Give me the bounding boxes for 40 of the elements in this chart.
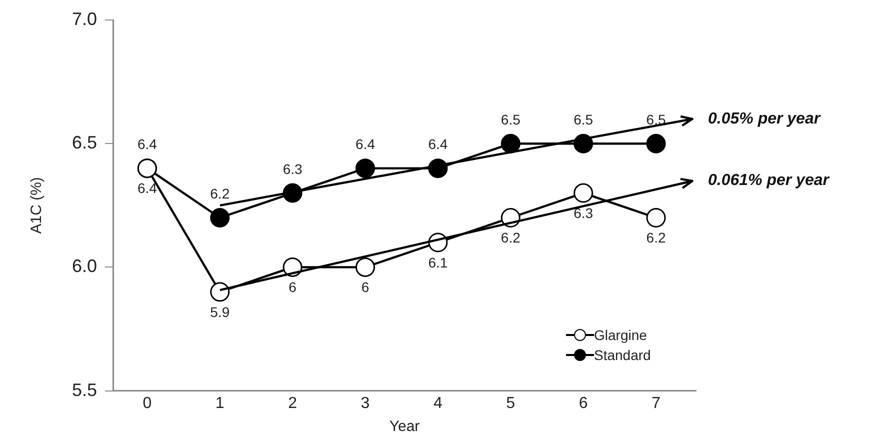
y-tick-label: 7.0: [72, 8, 98, 29]
point: [210, 282, 230, 302]
legend-label: Glargine: [594, 326, 647, 343]
data-label: 6.1: [428, 254, 448, 270]
data-label: 6.3: [574, 204, 594, 221]
data-label: 6: [361, 279, 370, 296]
point: [646, 134, 666, 154]
x-tick-label: 6: [578, 394, 588, 412]
x-tick-label: 7: [652, 394, 661, 412]
x-tick-label: 2: [288, 394, 298, 412]
x-tick-label: 3: [360, 394, 370, 412]
data-label: 6.4: [428, 136, 448, 152]
data-label: 6.2: [210, 186, 230, 202]
point: [210, 208, 230, 228]
y-tick-label: 6.5: [72, 132, 98, 153]
data-label: 6.4: [137, 136, 158, 152]
point: [500, 134, 520, 154]
x-tick-label: 0: [142, 394, 152, 412]
x-tick-label: 5: [506, 394, 516, 412]
data-label: 6.2: [646, 230, 666, 246]
point: [574, 183, 594, 203]
data-label: 5.9: [210, 304, 230, 320]
data-label: 6.5: [574, 111, 594, 128]
point: [356, 158, 376, 178]
text: 0.061% per year: [708, 172, 830, 189]
data-label: 6: [288, 279, 297, 296]
data-label: 6.5: [500, 111, 521, 128]
data-label: 6.2: [500, 230, 521, 246]
y-tick-label: 5.5: [72, 380, 98, 400]
point: [356, 257, 376, 277]
legend-label: Standard: [594, 346, 651, 363]
y-tick-label: 6.0: [72, 256, 98, 276]
data-label: 6.3: [282, 160, 303, 177]
text: 0.05% per year: [708, 110, 821, 128]
y-axis-title: A1C (%): [28, 177, 46, 234]
x-tick-label: 1: [215, 394, 224, 412]
x-tick-label: 4: [433, 394, 442, 412]
x-axis-title: Year: [389, 418, 420, 436]
data-label: 6.4: [356, 136, 376, 152]
data-label: 6.4: [137, 180, 158, 196]
